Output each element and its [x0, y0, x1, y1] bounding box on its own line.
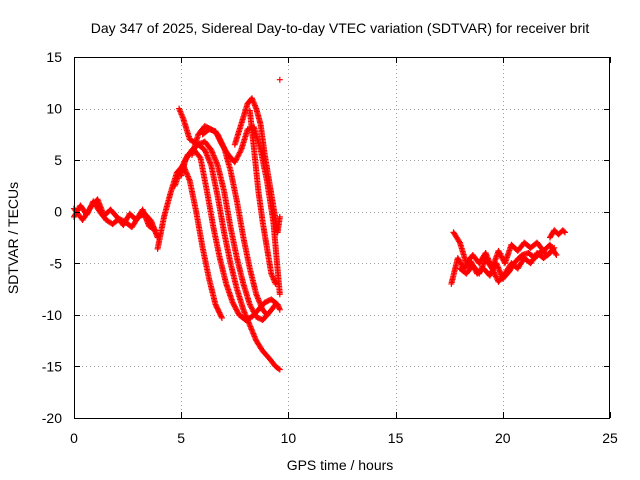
data-point — [213, 130, 220, 137]
x-tick-label: 10 — [281, 430, 297, 446]
data-point — [215, 306, 222, 313]
y-tick-label: 0 — [54, 204, 62, 220]
data-point — [216, 136, 223, 143]
data-point — [545, 250, 552, 257]
x-tick-label: 5 — [177, 430, 185, 446]
data-point — [456, 238, 463, 245]
x-tick-label: 20 — [495, 430, 511, 446]
data-point — [215, 133, 222, 140]
data-point — [491, 269, 498, 276]
y-tick-label: -5 — [50, 255, 63, 271]
data-point — [560, 228, 567, 235]
data-point — [214, 132, 221, 139]
series-track-7 — [188, 123, 270, 318]
data-point — [492, 273, 499, 280]
data-point — [272, 301, 279, 308]
y-tick-label: -10 — [42, 307, 62, 323]
x-tick-label: 15 — [388, 430, 404, 446]
series-track-10 — [246, 107, 279, 287]
x-tick-label: 25 — [602, 430, 618, 446]
chart-title: Day 347 of 2025, Sidereal Day-to-day VTE… — [91, 20, 590, 36]
data-point — [552, 250, 559, 257]
data-point — [489, 265, 496, 272]
data-point — [491, 270, 498, 277]
series-track-13 — [450, 229, 560, 272]
data-point — [546, 249, 553, 256]
x-axis-label: GPS time / hours — [287, 457, 394, 473]
data-point — [218, 313, 225, 320]
data-point — [553, 252, 560, 259]
plot-frame — [74, 57, 610, 419]
data-point — [217, 312, 224, 319]
data-point — [492, 272, 499, 279]
data-point — [212, 301, 219, 308]
data-point — [217, 310, 224, 317]
y-tick-label: -20 — [42, 410, 62, 426]
series-track-11 — [276, 76, 283, 83]
data-point — [263, 310, 270, 317]
x-tick-label: 0 — [70, 430, 78, 446]
data-point — [213, 129, 220, 136]
y-tick-label: 15 — [46, 49, 62, 65]
data-point — [216, 309, 223, 316]
data-point — [276, 291, 283, 298]
data-point — [237, 148, 244, 155]
y-tick-label: -15 — [42, 358, 62, 374]
data-point — [263, 311, 270, 318]
data-point — [561, 229, 568, 236]
data-point — [213, 302, 220, 309]
data-point — [276, 213, 283, 220]
data-point — [215, 308, 222, 315]
ticks-layer: 0 5 10 15 20 25 -20 -15 -10 -5 0 5 10 15 — [42, 49, 618, 446]
data-point — [490, 268, 497, 275]
series-track-14 — [456, 249, 553, 285]
data-point — [489, 266, 496, 273]
data-point — [275, 365, 282, 372]
y-tick-label: 10 — [46, 101, 62, 117]
data-point — [196, 153, 203, 160]
data-point — [217, 138, 224, 145]
data-point — [272, 280, 279, 287]
series-track-9 — [231, 95, 283, 236]
data-point — [217, 137, 224, 144]
y-tick-label: 5 — [54, 152, 62, 168]
data-point — [271, 302, 278, 309]
series-track-15 — [546, 227, 568, 241]
data-points-layer — [71, 76, 568, 373]
data-point — [214, 305, 221, 312]
data-point — [212, 128, 219, 135]
data-point — [276, 366, 283, 373]
grid-layer — [74, 57, 610, 418]
data-point — [151, 226, 158, 233]
data-point — [218, 314, 225, 321]
data-point — [215, 134, 222, 141]
series-track-2 — [71, 196, 159, 234]
series-track-6 — [176, 105, 279, 324]
data-point — [213, 304, 220, 311]
data-point — [152, 227, 159, 234]
data-point — [276, 76, 283, 83]
y-axis-label: SDTVAR / TECUs — [5, 182, 21, 294]
data-point — [276, 306, 283, 313]
